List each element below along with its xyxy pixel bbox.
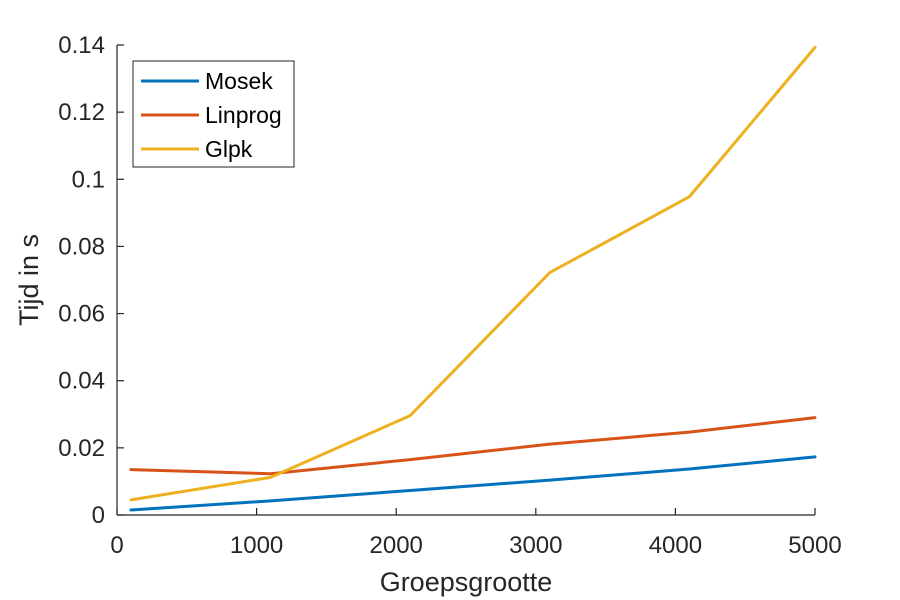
series-line-mosek	[129, 455, 817, 512]
legend-label-linprog: Linprog	[205, 102, 282, 128]
x-tick-label: 5000	[788, 532, 841, 559]
legend-label-glpk: Glpk	[205, 136, 253, 162]
x-axis-ticks: 0 1000 2000 3000 4000 5000	[110, 508, 842, 559]
y-tick-label: 0.12	[58, 99, 105, 126]
y-tick-label: 0.06	[58, 301, 105, 328]
legend: Mosek Linprog Glpk	[132, 60, 295, 168]
plot-area: 0 1000 2000 3000 4000 5000 00.020.040.060.080…	[58, 32, 841, 559]
x-tick-label: 4000	[649, 532, 702, 559]
y-tick-label: 0.02	[58, 435, 105, 462]
y-axis-ticks: 0 0.02 0.04 0.06 0.08 0.1 0.12 0.14	[58, 32, 124, 529]
series-line-glpk	[129, 45, 817, 502]
x-tick-label: 1000	[230, 532, 283, 559]
y-tick-label: 0.14	[58, 32, 105, 59]
legend-label-mosek: Mosek	[205, 68, 273, 94]
y-tick-label: 0	[92, 502, 105, 529]
y-tick-label: 0.08	[58, 233, 105, 260]
series-lines	[129, 45, 817, 512]
y-tick-label: 0.04	[58, 368, 105, 395]
x-tick-label: 3000	[509, 532, 562, 559]
x-tick-label: 2000	[370, 532, 423, 559]
series-line-linprog	[129, 416, 817, 476]
legend-items: Mosek Linprog Glpk	[141, 68, 282, 162]
y-tick-label: 0.1	[72, 166, 105, 193]
y-axis-label: Tijd in s	[14, 234, 44, 326]
x-tick-label: 0	[110, 532, 123, 559]
x-axis-label: Groepsgrootte	[380, 567, 553, 597]
